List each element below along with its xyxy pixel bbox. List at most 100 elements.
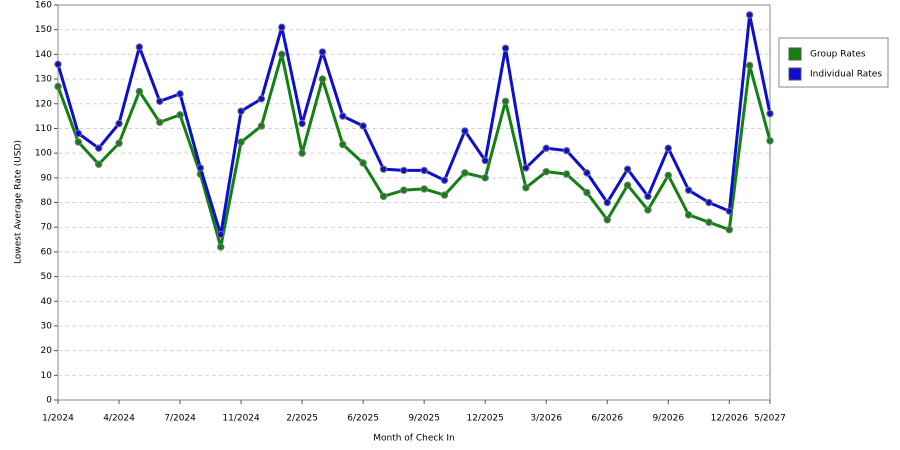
data-point (257, 95, 266, 103)
y-tick-label: 110 (35, 124, 52, 134)
data-point (684, 211, 693, 219)
legend-label: Individual Rates (810, 70, 882, 80)
data-point (339, 112, 347, 120)
data-point (156, 97, 164, 105)
x-tick-label: 3/2026 (530, 414, 562, 424)
data-point (644, 192, 652, 201)
data-point (54, 82, 62, 91)
data-point (481, 156, 489, 165)
data-point (766, 109, 774, 118)
y-tick-label: 80 (41, 198, 53, 208)
data-point (766, 137, 774, 145)
data-point (522, 164, 530, 172)
x-tick-label: 7/2024 (164, 414, 196, 424)
data-point (54, 60, 62, 68)
data-point (725, 207, 734, 215)
data-point (379, 192, 388, 201)
data-point (603, 216, 611, 224)
data-point (318, 75, 327, 83)
y-tick-label: 140 (35, 50, 52, 60)
data-point (623, 181, 632, 189)
y-tick-label: 160 (35, 1, 52, 11)
data-point (176, 111, 184, 119)
x-tick-label: 6/2025 (347, 414, 379, 424)
legend-label: Group Rates (810, 50, 866, 60)
y-tick-label: 70 (41, 223, 53, 233)
y-axis-label: Lowest Average Rate (USD) (14, 140, 24, 264)
data-point (278, 50, 286, 59)
data-point (135, 87, 144, 96)
data-point (257, 122, 266, 130)
data-point (359, 159, 367, 167)
data-point (400, 166, 408, 175)
data-point (298, 149, 306, 157)
data-point (542, 167, 550, 176)
y-tick-label: 10 (41, 371, 53, 381)
legend-swatch (788, 47, 802, 61)
data-point (664, 144, 672, 152)
y-tick-label: 60 (41, 247, 53, 257)
y-tick-label: 50 (41, 272, 53, 282)
data-point (440, 191, 449, 199)
legend-swatch (788, 67, 802, 81)
data-point (705, 218, 713, 226)
data-point (745, 11, 754, 19)
data-point (420, 185, 428, 193)
data-point (339, 140, 347, 149)
data-point (501, 44, 510, 52)
data-point (74, 129, 83, 138)
data-point (644, 206, 652, 214)
data-point (461, 169, 469, 177)
y-tick-label: 120 (35, 99, 52, 109)
data-point (359, 122, 367, 130)
x-axis-label: Month of Check In (373, 434, 455, 444)
data-point (745, 61, 754, 70)
data-point (623, 165, 632, 173)
x-tick-label: 9/2025 (408, 414, 440, 424)
data-point (115, 139, 123, 147)
data-point (176, 90, 184, 98)
y-tick-label: 100 (35, 149, 52, 159)
data-point (379, 165, 388, 173)
data-point (74, 138, 83, 146)
data-point (583, 188, 591, 197)
data-point (562, 146, 571, 155)
data-point (115, 119, 123, 128)
data-point (196, 164, 205, 172)
y-tick-label: 40 (41, 297, 53, 307)
x-tick-label: 4/2024 (103, 414, 135, 424)
data-point (542, 144, 550, 152)
data-point (318, 48, 327, 56)
data-point (400, 186, 408, 194)
data-point (705, 198, 713, 207)
data-point (501, 97, 510, 105)
y-tick-label: 130 (35, 75, 52, 85)
data-point (440, 176, 449, 184)
data-point (135, 43, 144, 51)
data-point (156, 118, 164, 126)
y-tick-label: 30 (41, 321, 53, 331)
data-point (562, 170, 571, 178)
data-point (603, 198, 611, 207)
data-point (461, 127, 469, 135)
data-point (481, 174, 489, 182)
data-point (725, 225, 734, 234)
y-tick-label: 0 (46, 396, 52, 406)
x-tick-label: 12/2026 (711, 414, 749, 424)
data-point (522, 183, 530, 192)
x-tick-label: 6/2026 (591, 414, 623, 424)
x-tick-label: 2/2025 (286, 414, 318, 424)
x-tick-label: 12/2025 (467, 414, 504, 424)
data-point (217, 243, 225, 251)
data-point (237, 138, 245, 146)
y-tick-label: 90 (41, 173, 53, 183)
data-point (237, 107, 245, 115)
data-point (94, 160, 103, 168)
data-point (583, 169, 591, 177)
data-point (664, 171, 672, 180)
data-point (217, 230, 225, 239)
data-point (278, 23, 286, 31)
data-point (298, 119, 306, 128)
x-tick-label: 1/2024 (42, 414, 74, 424)
